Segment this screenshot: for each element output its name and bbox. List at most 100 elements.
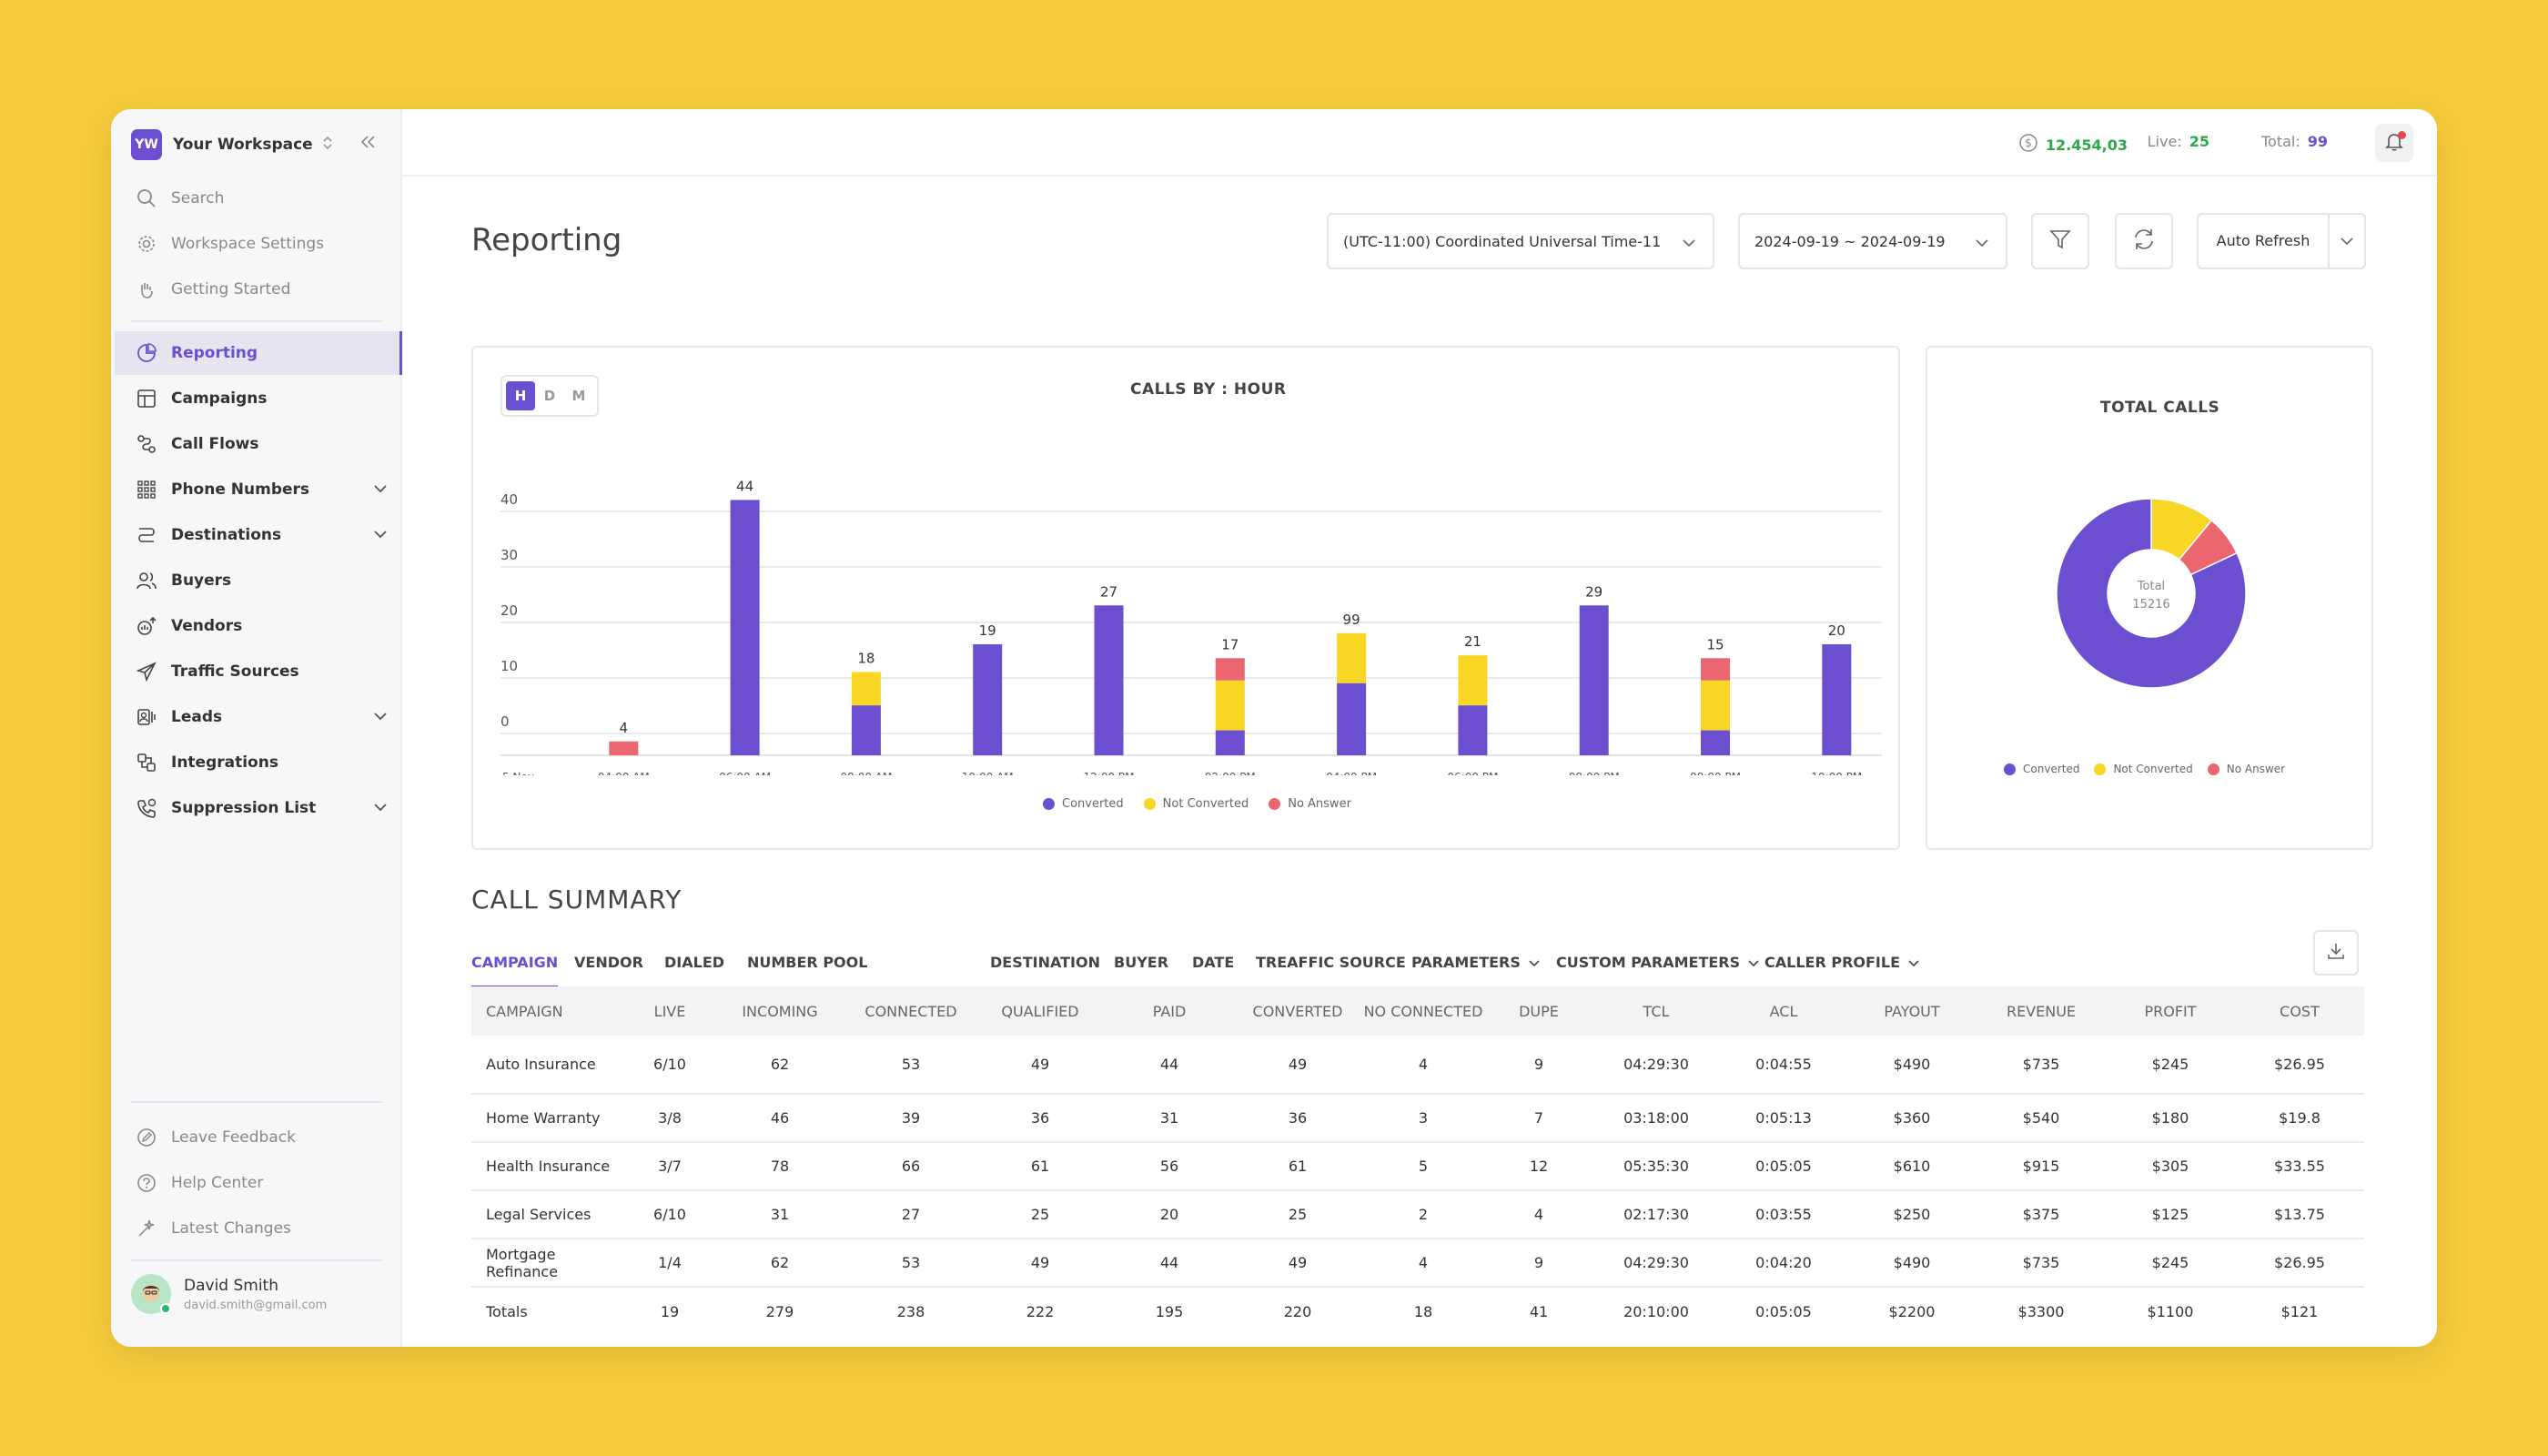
column-header[interactable]: ACL [1769,1002,1798,1020]
column-header[interactable]: TCL [1643,1002,1670,1020]
tab-caller-profile[interactable]: CALLER PROFILE [1764,945,1920,988]
bar-data-label: 27 [1100,583,1117,600]
date-range-picker[interactable]: 2024-09-19 ~ 2024-09-19 [1738,213,2007,269]
chevron-down-icon [1528,945,1541,982]
bar-data-label: 29 [1585,583,1603,600]
sidebar-item-suppression-list[interactable]: Suppression List [115,786,402,830]
sidebar-item-latest-changes[interactable]: Latest Changes [115,1207,402,1250]
table-cell: 04:29:30 [1623,1254,1689,1271]
column-header[interactable]: DUPE [1519,1002,1559,1020]
sidebar-item-traffic-sources[interactable]: Traffic Sources [115,650,402,693]
bar-segment [1094,605,1124,755]
bar-segment [1458,705,1488,755]
tab-vendor[interactable]: VENDOR [574,954,643,971]
bar-data-label: 17 [1221,636,1239,652]
filter-icon [2048,228,2072,255]
x-tick-label: 08:00 PM [1690,771,1741,775]
sidebar-item-destinations[interactable]: Destinations [115,513,402,557]
toggle-hour[interactable]: H [506,381,535,410]
tab-campaign[interactable]: CAMPAIGN [471,945,559,988]
tab-traffic-source[interactable]: TREAFFIC SOURCE [1256,954,1406,971]
chevron-updown-icon [322,136,333,154]
tab-date[interactable]: DATE [1192,954,1235,971]
sidebar-item-phone-numbers[interactable]: Phone Numbers [115,468,402,511]
tab-number-pool[interactable]: NUMBER POOL [747,954,868,971]
refresh-button[interactable] [2115,213,2173,269]
sidebar-item-buyers[interactable]: Buyers [115,559,402,602]
users-icon [135,569,158,592]
table-cell: $26.95 [2274,1056,2325,1073]
sidebar-item-label: Traffic Sources [171,662,299,681]
bar-segment [973,644,1003,755]
sidebar-item-search[interactable]: Search [115,177,402,220]
tab-label: CALLER PROFILE [1764,954,1900,971]
tab-parameters[interactable]: PARAMETERS [1411,945,1541,988]
column-header[interactable]: PROFIT [2144,1002,2197,1020]
table-row[interactable]: Mortgage Refinance 1/4 62 53 49 44 49 4 9 04:29:3… [471,1239,2364,1287]
sidebar-item-reporting[interactable]: Reporting [115,331,402,375]
chevron-down-icon[interactable] [2330,236,2364,247]
sidebar-item-help-center[interactable]: Help Center [115,1161,402,1205]
legend-item: Converted [1043,797,1124,811]
sidebar-item-call-flows[interactable]: Call Flows [115,422,402,466]
table-row[interactable]: Auto Insurance 6/10 62 53 49 44 49 4 9 04:29:30 0:… [471,1036,2364,1094]
auto-refresh-dropdown[interactable]: Auto Refresh [2197,213,2366,269]
column-header[interactable]: REVENUE [2006,1002,2077,1020]
column-header[interactable]: PAID [1152,1002,1187,1020]
sidebar-item-vendors[interactable]: Vendors [115,604,402,648]
notifications-button[interactable] [2375,124,2413,162]
timezone-select[interactable]: (UTC-11:00) Coordinated Universal Time-1… [1327,213,1714,269]
donut-chart: Total 15216 [2056,498,2247,689]
chevron-down-icon[interactable] [373,708,388,725]
table-row[interactable]: Totals 19 279 238 222 195 220 18 41 20:10:00 0:05:… [471,1287,2364,1335]
toggle-day[interactable]: D [543,388,556,404]
table-cell: 6/10 [653,1206,686,1223]
column-header[interactable]: COST [2280,1002,2320,1020]
route-icon [135,523,158,547]
tab-destination[interactable]: DESTINATION [990,954,1100,971]
column-header[interactable]: CONNECTED [864,1002,957,1020]
sidebar-item-campaigns[interactable]: Campaigns [115,377,402,420]
leads-icon [135,705,158,729]
chevron-down-icon[interactable] [373,480,388,498]
column-header[interactable]: LIVE [653,1002,686,1020]
column-header[interactable]: INCOMING [742,1002,818,1020]
column-header[interactable]: CONVERTED [1252,1002,1343,1020]
chevron-down-icon[interactable] [373,526,388,543]
bar-segment [1701,658,1730,681]
toggle-month[interactable]: M [571,388,586,404]
column-header[interactable]: CAMPAIGN [486,1002,563,1020]
table-row[interactable]: Health Insurance 3/7 78 66 61 56 61 5 12 05:35:30… [471,1142,2364,1190]
filter-button[interactable] [2031,213,2089,269]
download-button[interactable] [2313,930,2359,976]
y-tick-label: 10 [500,658,518,674]
chevron-down-icon[interactable] [373,799,388,816]
sidebar-item-getting-started[interactable]: Getting Started [115,268,402,311]
sidebar-item-integrations[interactable]: Integrations [115,741,402,784]
sidebar-item-workspace-settings[interactable]: Workspace Settings [115,222,402,266]
tab-buyer[interactable]: BUYER [1114,954,1169,971]
table-cell: 0:04:20 [1755,1254,1812,1271]
column-header[interactable]: QUALIFIED [1001,1002,1079,1020]
table-cell: 0:04:55 [1755,1056,1812,1073]
collapse-sidebar-icon[interactable] [360,133,377,153]
pie-chart-icon [135,341,158,365]
x-tick-label: 08:00 PM [1569,771,1620,775]
column-header[interactable]: PAYOUT [1884,1002,1940,1020]
table-cell: 238 [896,1302,925,1320]
user-profile[interactable]: David Smith david.smith@gmail.com [131,1274,327,1314]
table-row[interactable]: Home Warranty 3/8 46 39 36 31 36 3 7 03:18:00 0:05… [471,1094,2364,1142]
table-row[interactable]: Legal Services 6/10 31 27 25 20 25 2 4 02:17:30 0:… [471,1190,2364,1239]
tab-custom-parameters[interactable]: CUSTOM PARAMETERS [1556,945,1760,988]
table-cell: 56 [1159,1158,1179,1175]
sidebar-item-leave-feedback[interactable]: Leave Feedback [115,1116,402,1159]
table-cell: $735 [2022,1254,2060,1271]
table-cell: 66 [901,1158,921,1175]
bell-icon [2384,131,2404,155]
sidebar-item-leads[interactable]: Leads [115,695,402,739]
table-cell: 20 [1159,1206,1179,1223]
hand-wave-icon [135,278,158,301]
tab-dialed[interactable]: DIALED [664,954,725,971]
column-header[interactable]: NO CONNECTED [1363,1002,1483,1020]
workspace-switcher[interactable]: YW Your Workspace [131,129,333,160]
